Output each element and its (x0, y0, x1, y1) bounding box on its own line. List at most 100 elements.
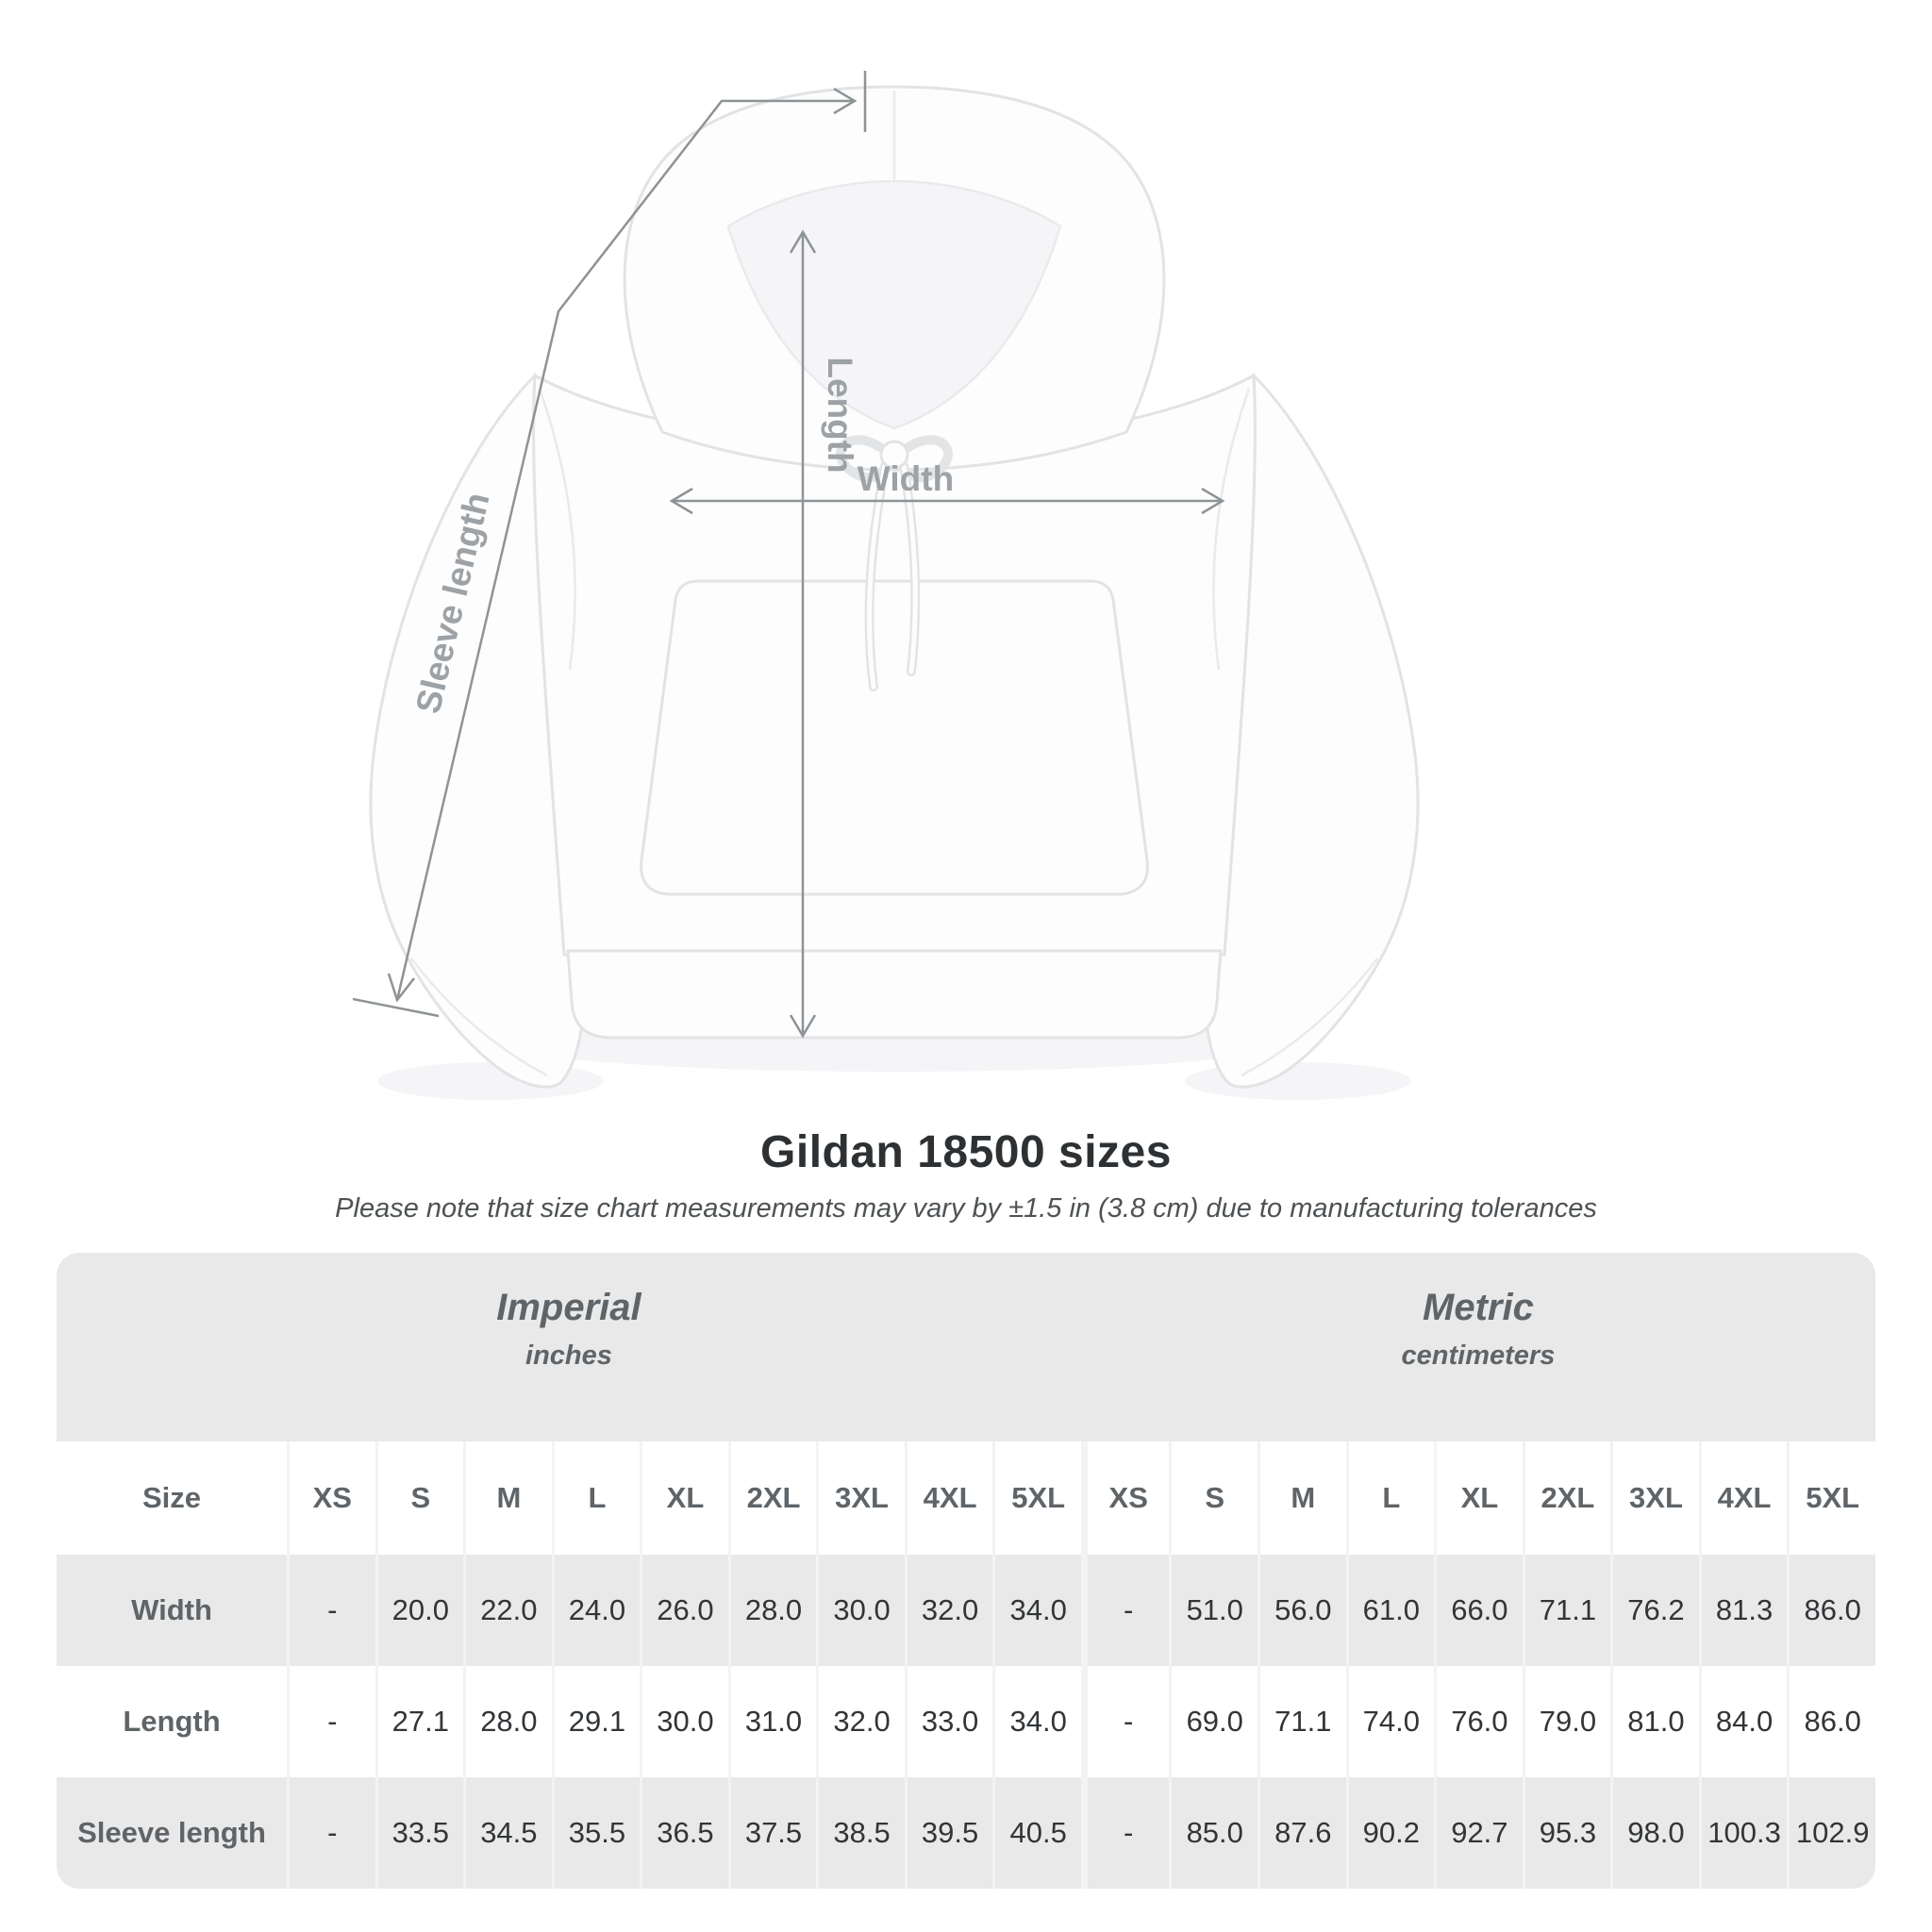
page-title: Gildan 18500 sizes (760, 1127, 1172, 1177)
table-cell: 87.6 (1257, 1777, 1346, 1889)
length-label: Length (821, 357, 859, 473)
table-cell: 20.0 (375, 1555, 464, 1666)
table-row: Length -27.1 28.0 29.1 30.0 31.0 32.0 33.0 34.0-… (57, 1666, 1875, 1777)
table-cell: 81.0 (1610, 1666, 1699, 1777)
table-cell: - (1080, 1777, 1170, 1889)
table-cell: 92.7 (1434, 1777, 1523, 1889)
width-label: Width (858, 459, 954, 498)
unit-group-metric: Metric centimeters (1080, 1253, 1875, 1441)
table-cell: 86.0 (1787, 1666, 1875, 1777)
table-cell: 24.0 (551, 1555, 641, 1666)
size-corner-header: Size (57, 1441, 287, 1555)
hoodie-hood-opening (726, 179, 1062, 430)
table-cell: 27.1 (375, 1666, 464, 1777)
tolerance-note: Please note that size chart measurements… (335, 1193, 1597, 1224)
table-cell: 31.0 (727, 1666, 817, 1777)
table-cell: 30.0 (816, 1555, 905, 1666)
table-cell: 61.0 (1345, 1555, 1435, 1666)
size-col-header: XL (1434, 1441, 1523, 1555)
size-col-header: L (1345, 1441, 1435, 1555)
size-table-wrap: Imperial inches Metric centimeters Size X… (57, 1253, 1875, 1889)
table-cell: 90.2 (1345, 1777, 1435, 1889)
table-cell: 26.0 (640, 1555, 728, 1666)
table-cell: 40.5 (992, 1777, 1081, 1889)
size-col-header: 3XL (816, 1441, 905, 1555)
size-col-header: 4XL (1698, 1441, 1788, 1555)
size-col-header: 2XL (727, 1441, 817, 1555)
size-col-header: 2XL (1522, 1441, 1611, 1555)
size-col-header: XL (640, 1441, 728, 1555)
table-cell: 95.3 (1522, 1777, 1611, 1889)
table-cell: 71.1 (1257, 1666, 1346, 1777)
table-cell: - (1080, 1555, 1170, 1666)
table-cell: 100.3 (1698, 1777, 1788, 1889)
row-label: Sleeve length (57, 1777, 287, 1889)
width-line (669, 487, 1225, 515)
sleeve-length-line (352, 71, 867, 1018)
metric-unit-label: centimeters (1401, 1341, 1556, 1371)
table-cell: 35.5 (551, 1777, 641, 1889)
table-cell: 32.0 (816, 1666, 905, 1777)
table-cell: 39.5 (904, 1777, 993, 1889)
size-col-header: 5XL (1787, 1441, 1875, 1555)
size-col-header: M (1257, 1441, 1346, 1555)
table-cell: 29.1 (551, 1666, 641, 1777)
table-cell: 33.0 (904, 1666, 993, 1777)
size-col-header: 4XL (904, 1441, 993, 1555)
hoodie-figure-svg: Length Width Sleeve length (352, 71, 1420, 1100)
table-cell: 66.0 (1434, 1555, 1523, 1666)
hoodie-measurement-figure: Length Width Sleeve length (352, 71, 1420, 1100)
imperial-unit-label: inches (525, 1341, 612, 1371)
table-cell: 28.0 (463, 1666, 552, 1777)
table-cell: 76.0 (1434, 1666, 1523, 1777)
table-cell: 38.5 (816, 1777, 905, 1889)
size-header-row: Size XS S M L XL 2XL 3XL 4XL 5XL XS S M L XL 2XL 3XL 4XL 5… (57, 1441, 1875, 1555)
table-cell: - (287, 1555, 375, 1666)
table-cell: 36.5 (640, 1777, 728, 1889)
hoodie-graphic (369, 85, 1420, 1089)
size-col-header: 3XL (1610, 1441, 1699, 1555)
table-cell: 34.0 (992, 1666, 1081, 1777)
metric-label: Metric (1423, 1287, 1534, 1328)
table-row: Sleeve length -33.5 34.5 35.5 36.5 37.5 38.5 39… (57, 1777, 1875, 1889)
table-cell: 84.0 (1698, 1666, 1788, 1777)
table-cell: 71.1 (1522, 1555, 1611, 1666)
table-cell: 32.0 (904, 1555, 993, 1666)
table-cell: - (1080, 1666, 1170, 1777)
table-cell: 81.3 (1698, 1555, 1788, 1666)
table-cell: 98.0 (1610, 1777, 1699, 1889)
size-col-header: XS (287, 1441, 375, 1555)
table-cell: 102.9 (1787, 1777, 1875, 1889)
hoodie-right-sleeve (1203, 372, 1420, 1089)
table-cell: 86.0 (1787, 1555, 1875, 1666)
table-cell: 69.0 (1169, 1666, 1258, 1777)
table-cell: 30.0 (640, 1666, 728, 1777)
hoodie-hem (566, 949, 1223, 1040)
imperial-label: Imperial (496, 1287, 641, 1328)
size-col-header: S (375, 1441, 464, 1555)
table-cell: 33.5 (375, 1777, 464, 1889)
table-cell: - (287, 1777, 375, 1889)
table-cell: 85.0 (1169, 1777, 1258, 1889)
unit-band-row: Imperial inches Metric centimeters (57, 1253, 1875, 1441)
table-row: Width -20.0 22.0 24.0 26.0 28.0 30.0 32.0 34.0-5… (57, 1555, 1875, 1666)
table-cell: 34.5 (463, 1777, 552, 1889)
row-label: Length (57, 1666, 287, 1777)
unit-group-imperial: Imperial inches (57, 1253, 1081, 1441)
table-cell: 22.0 (463, 1555, 552, 1666)
row-label: Width (57, 1555, 287, 1666)
hoodie-left-sleeve (369, 372, 586, 1089)
table-cell: 79.0 (1522, 1666, 1611, 1777)
length-line (789, 229, 817, 1039)
size-col-header: M (463, 1441, 552, 1555)
table-cell: - (287, 1666, 375, 1777)
size-table: Imperial inches Metric centimeters Size X… (57, 1253, 1875, 1889)
size-col-header: L (551, 1441, 641, 1555)
hoodie-pocket (640, 579, 1149, 896)
size-table-body: Imperial inches Metric centimeters Size X… (57, 1253, 1875, 1889)
table-cell: 34.0 (992, 1555, 1081, 1666)
table-cell: 37.5 (727, 1777, 817, 1889)
size-col-header: XS (1080, 1441, 1170, 1555)
hoodie-drawstrings (836, 435, 953, 691)
table-cell: 76.2 (1610, 1555, 1699, 1666)
